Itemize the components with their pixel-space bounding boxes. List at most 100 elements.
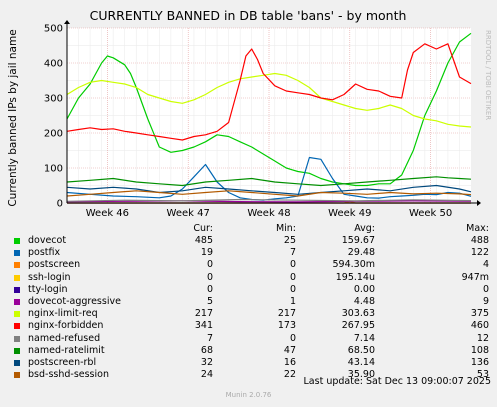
legend-min-value: 0 [289,283,296,295]
legend-min-value: 7 [289,247,296,259]
legend-swatch [14,360,20,366]
y-tick-label: 500 [44,24,63,35]
y-axis-arrow [64,20,70,24]
axes [64,20,481,206]
legend-avg-value: 29.48 [347,247,375,259]
y-tick-label: 100 [44,164,63,175]
legend-cur-value: 68 [200,344,213,356]
legend-row: postfix 19 7 29.48 122 [0,247,497,259]
legend-avg-value: 68.50 [347,344,375,356]
y-tick-labels: 0 100 200 300 400 500 [44,24,63,210]
series-line-postfix [66,156,472,201]
legend-series-name: postfix [28,247,61,259]
legend-swatch [14,323,20,330]
legend-avg-value: 267.95 [341,320,375,332]
legend-max-value: 122 [470,247,489,259]
series-line-bsd-sshd-session [66,190,472,197]
series-line-nginx-limit-req [66,72,472,128]
legend-series-name: postscreen-rbl [28,357,97,368]
legend-min-value: 1 [289,296,296,307]
legend-series-name: named-ratelimit [28,344,105,356]
legend-row: ssh-login 0 0 195.14u 947m [0,272,497,284]
legend-series-name: nginx-forbidden [28,320,104,332]
legend-min-value: 22 [283,369,296,381]
legend-swatch [14,311,20,318]
legend-max-value: 488 [470,235,489,246]
legend-cur-value: 5 [206,296,213,307]
legend-series-name: named-refused [28,332,101,344]
legend-row: postscreen 0 0 594.30m 4 [0,259,497,271]
legend-cur-value: 0 [206,283,213,295]
series-line-nginx-forbidden [66,43,472,141]
legend-min-value: 16 [283,357,296,368]
legend-cur-value: 0 [206,271,213,283]
x-tick-label: Week 47 [167,208,210,219]
legend-cur-value: 217 [194,308,213,320]
legend-swatch [14,238,20,244]
legend-row: dovecot 485 25 159.67 488 [0,235,497,247]
legend-min-value: 0 [289,332,296,344]
y-tick-label: 0 [57,199,63,210]
x-tick-labels: Week 46 Week 47 Week 48 Week 49 Week 50 [86,208,453,219]
legend-cur-value: 24 [200,369,213,381]
legend-swatch [14,335,20,342]
series-line-named-refused [66,198,472,202]
legend-max-value: 947m [461,271,489,283]
legend-min-value: 0 [289,259,296,271]
legend-swatch [14,286,20,293]
legend-series-name: bsd-sshd-session [28,369,109,381]
legend-series-name: tty-login [28,283,68,295]
legend-max-value: 136 [470,357,489,368]
legend-series-name: postscreen [28,259,81,271]
legend-min-value: 217 [277,308,296,320]
legend-series-name: dovecot [28,235,67,246]
last-update: Last update: Sat Dec 13 09:00:07 2025 [303,376,491,387]
series-line-dovecot-aggressive [66,200,472,203]
legend-max-value: 4 [482,259,489,271]
legend-avg-value: 159.67 [341,235,375,246]
legend-cur-value: 485 [194,235,213,246]
x-tick-label: Week 46 [86,208,129,219]
legend-swatch [14,299,20,305]
y-tick-label: 300 [44,94,63,105]
legend-avg-value: 4.48 [353,296,375,307]
legend-max-value: 12 [476,332,489,344]
legend-avg-value: 594.30m [332,259,376,271]
legend-series-name: nginx-limit-req [28,308,98,320]
y-tick-label: 200 [44,129,63,140]
legend-max-value: 0 [482,283,489,295]
legend-row: nginx-limit-req 217 217 303.63 375 [0,308,497,320]
legend-header-cur: Cur: [193,223,213,234]
y-axis-label: Currently banned IPs by jail name [7,29,19,206]
legend-avg-value: 303.63 [341,308,375,320]
x-axis-arrow [477,200,481,206]
legend-avg-value: 0.00 [353,283,375,295]
legend-row: dovecot-aggressive 5 1 4.48 9 [0,296,497,308]
legend-row: postscreen-rbl 32 16 43.14 136 [0,357,497,369]
legend-swatch [14,262,20,269]
legend-min-value: 25 [283,235,296,246]
chart-title: CURRENTLY BANNED in DB table 'bans' - by… [90,8,407,23]
legend-row: bsd-sshd-session 24 22 35.90 53 [0,369,497,381]
legend-swatch [14,347,20,354]
legend-cur-value: 7 [206,332,213,344]
series-line-named-ratelimit [66,176,472,187]
legend-row: named-ratelimit 68 47 68.50 108 [0,345,497,357]
legend-swatch [14,372,20,379]
x-tick-label: Week 48 [247,208,290,219]
legend-swatch [14,274,20,281]
legend-cur-value: 341 [194,320,213,332]
legend-max-value: 375 [470,308,489,320]
legend-min-value: 0 [289,271,296,283]
x-tick-label: Week 49 [328,208,371,219]
legend-max-value: 108 [470,344,489,356]
legend-header-avg: Avg: [354,223,375,234]
legend-cur-value: 0 [206,259,213,271]
series-line-postscreen-rbl [66,184,472,195]
legend-header-min: Min: [275,223,296,234]
legend-avg-value: 195.14u [335,271,375,283]
legend-max-value: 9 [482,296,489,307]
legend-min-value: 47 [283,344,296,356]
